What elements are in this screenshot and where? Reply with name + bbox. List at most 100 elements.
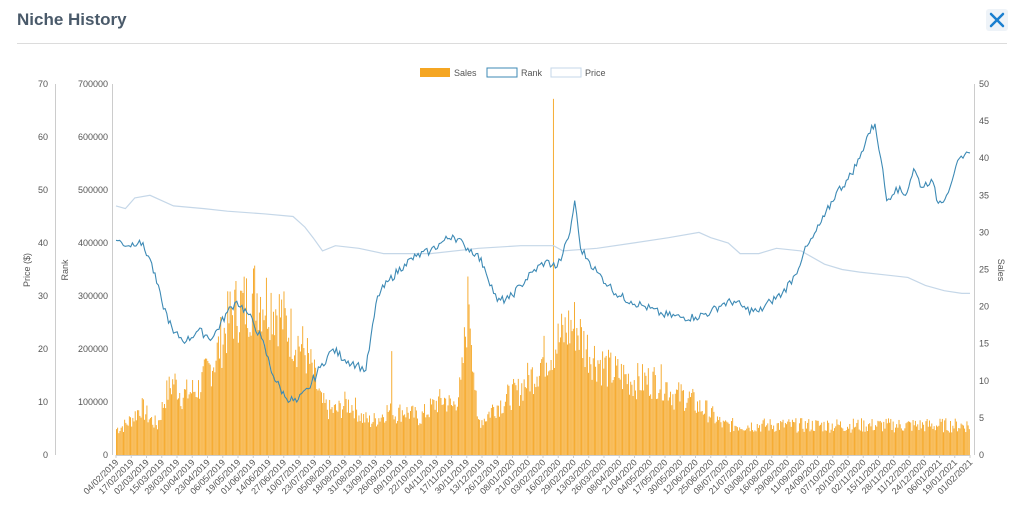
sales-bar xyxy=(865,426,867,455)
sales-bar xyxy=(875,425,877,455)
sales-tick-label: 40 xyxy=(979,153,989,163)
sales-bar xyxy=(748,427,750,455)
sales-bar xyxy=(235,281,237,455)
rank-tick-label: 0 xyxy=(103,450,108,460)
sales-bar xyxy=(541,359,543,455)
sales-bar xyxy=(489,417,491,455)
sales-bar xyxy=(453,401,455,455)
sales-bar xyxy=(492,404,493,455)
sales-bar xyxy=(660,364,662,455)
sales-bar xyxy=(171,394,172,455)
sales-bar xyxy=(667,400,669,455)
sales-bar xyxy=(585,349,587,455)
sales-bar xyxy=(165,408,167,455)
sales-bar xyxy=(964,428,966,455)
sales-bar xyxy=(483,418,485,455)
sales-bar xyxy=(488,411,490,455)
sales-bar xyxy=(772,429,773,455)
sales-bar xyxy=(330,409,332,455)
sales-bar xyxy=(884,428,886,455)
sales-bar xyxy=(366,418,368,455)
sales-bar xyxy=(487,414,489,455)
sales-bar xyxy=(285,315,287,455)
sales-bar xyxy=(914,420,916,455)
sales-bar xyxy=(244,324,246,455)
sales-bar xyxy=(119,430,121,455)
sales-bar xyxy=(451,405,452,455)
price-tick-label: 60 xyxy=(38,132,48,142)
sales-bar xyxy=(576,328,578,455)
sales-bar xyxy=(151,417,153,455)
sales-bar xyxy=(269,340,271,455)
sales-bar xyxy=(206,358,208,455)
sales-bar xyxy=(345,398,347,455)
sales-bar xyxy=(518,405,520,455)
sales-bar xyxy=(931,423,933,455)
sales-bar xyxy=(223,327,225,455)
sales-bar xyxy=(733,431,735,455)
sales-bar xyxy=(859,430,861,455)
sales-bar xyxy=(941,418,943,455)
sales-bar xyxy=(559,337,561,455)
sales-bar xyxy=(291,358,293,455)
sales-bar xyxy=(898,419,900,455)
sales-axis-title: Sales xyxy=(996,259,1006,282)
sales-bar xyxy=(584,367,586,455)
sales-bar xyxy=(563,342,565,455)
sales-bar xyxy=(474,389,476,455)
sales-bar xyxy=(836,419,838,455)
sales-bar xyxy=(786,424,787,455)
sales-bar xyxy=(280,317,281,455)
sales-bar xyxy=(268,327,270,455)
sales-bar xyxy=(434,409,436,455)
sales-bar xyxy=(249,332,251,455)
sales-bar xyxy=(711,408,713,455)
sales-bar xyxy=(353,418,355,455)
sales-bar xyxy=(603,368,605,455)
sales-bar xyxy=(392,415,394,455)
sales-bar xyxy=(631,384,633,455)
sales-bar xyxy=(124,419,126,455)
sales-bar xyxy=(169,388,171,455)
sales-bar xyxy=(879,420,881,455)
sales-bar xyxy=(664,393,666,455)
legend-swatch-rank xyxy=(486,67,518,78)
sales-bar xyxy=(152,424,154,455)
sales-bar xyxy=(646,384,648,455)
sales-bar xyxy=(572,328,574,455)
sales-bar xyxy=(158,420,160,455)
sales-bar xyxy=(838,425,840,455)
sales-bar xyxy=(221,367,223,455)
sales-bar xyxy=(955,421,957,455)
sales-bar xyxy=(627,373,629,455)
sales-bar xyxy=(602,351,604,455)
sales-bar xyxy=(722,420,724,455)
sales-bar xyxy=(385,421,387,455)
sales-bar xyxy=(720,422,722,455)
sales-bar xyxy=(817,420,819,455)
sales-bar xyxy=(390,403,392,455)
sales-bar xyxy=(753,431,755,455)
sales-bar xyxy=(493,406,495,455)
sales-bar xyxy=(788,419,790,455)
sales-bar xyxy=(651,398,653,455)
sales-bar xyxy=(550,360,552,455)
sales-bar xyxy=(536,376,538,455)
sales-bar xyxy=(581,327,582,455)
sales-bar xyxy=(900,428,902,455)
sales-bar xyxy=(181,409,183,455)
sales-bar xyxy=(139,415,141,455)
sales-bar xyxy=(832,430,834,455)
sales-bar xyxy=(871,419,873,455)
close-button[interactable] xyxy=(986,9,1008,31)
sales-bar xyxy=(716,416,718,455)
sales-bar xyxy=(528,375,530,455)
sales-bar xyxy=(923,424,925,455)
sales-bar xyxy=(774,431,776,455)
sales-bar xyxy=(480,427,482,455)
sales-bar xyxy=(167,399,169,455)
sales-bar xyxy=(513,378,515,455)
sales-bar xyxy=(415,410,417,455)
sales-bar xyxy=(220,317,222,455)
sales-bar xyxy=(670,391,672,455)
